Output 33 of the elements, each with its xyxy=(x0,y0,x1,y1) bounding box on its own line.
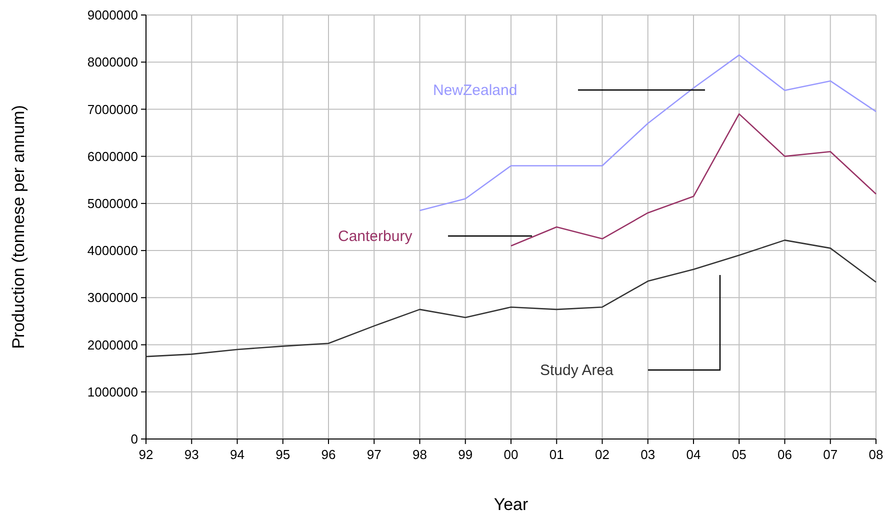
y-tick-label: 3000000 xyxy=(87,290,138,306)
line-series xyxy=(419,54,877,212)
y-axis-title: Production (tonnese per annum) xyxy=(9,105,28,349)
x-tick-label: 08 xyxy=(868,447,884,462)
x-tick-label: 06 xyxy=(778,447,792,462)
x-tick-label: 99 xyxy=(458,447,473,462)
x-tick-label: 07 xyxy=(823,447,838,462)
x-tick-label: 03 xyxy=(640,447,656,462)
y-tick-label: 9000000 xyxy=(87,8,138,23)
x-tick-label: 93 xyxy=(184,447,199,462)
y-tick-label: 5000000 xyxy=(87,196,138,211)
line-series xyxy=(510,113,877,246)
x-axis-title: Year xyxy=(494,495,529,514)
x-tick-label: 02 xyxy=(595,447,610,462)
y-tick-label: 7000000 xyxy=(87,102,138,117)
y-tick-label: 2000000 xyxy=(87,337,138,352)
x-tick-label: 96 xyxy=(321,447,336,462)
y-tick-label: 4000000 xyxy=(87,243,138,258)
x-tick-label: 00 xyxy=(504,447,518,462)
text: Canterbury xyxy=(338,228,413,245)
x-tick-label: 01 xyxy=(549,447,564,462)
x-tick-label: 92 xyxy=(138,447,154,462)
y-tick-label: 1000000 xyxy=(87,384,138,400)
x-tick-label: 94 xyxy=(230,447,244,462)
y-tick-label: 6000000 xyxy=(87,148,138,164)
x-tick-label: 97 xyxy=(366,447,382,462)
text: Study Area xyxy=(540,362,614,379)
x-tick-label: 04 xyxy=(686,447,701,462)
x-tick-label: 95 xyxy=(276,447,290,462)
x-tick-label: 05 xyxy=(732,447,746,462)
y-tick-label: 0 xyxy=(130,432,138,447)
y-tick-label: 8000000 xyxy=(87,54,138,70)
x-tick-label: 98 xyxy=(412,447,427,462)
